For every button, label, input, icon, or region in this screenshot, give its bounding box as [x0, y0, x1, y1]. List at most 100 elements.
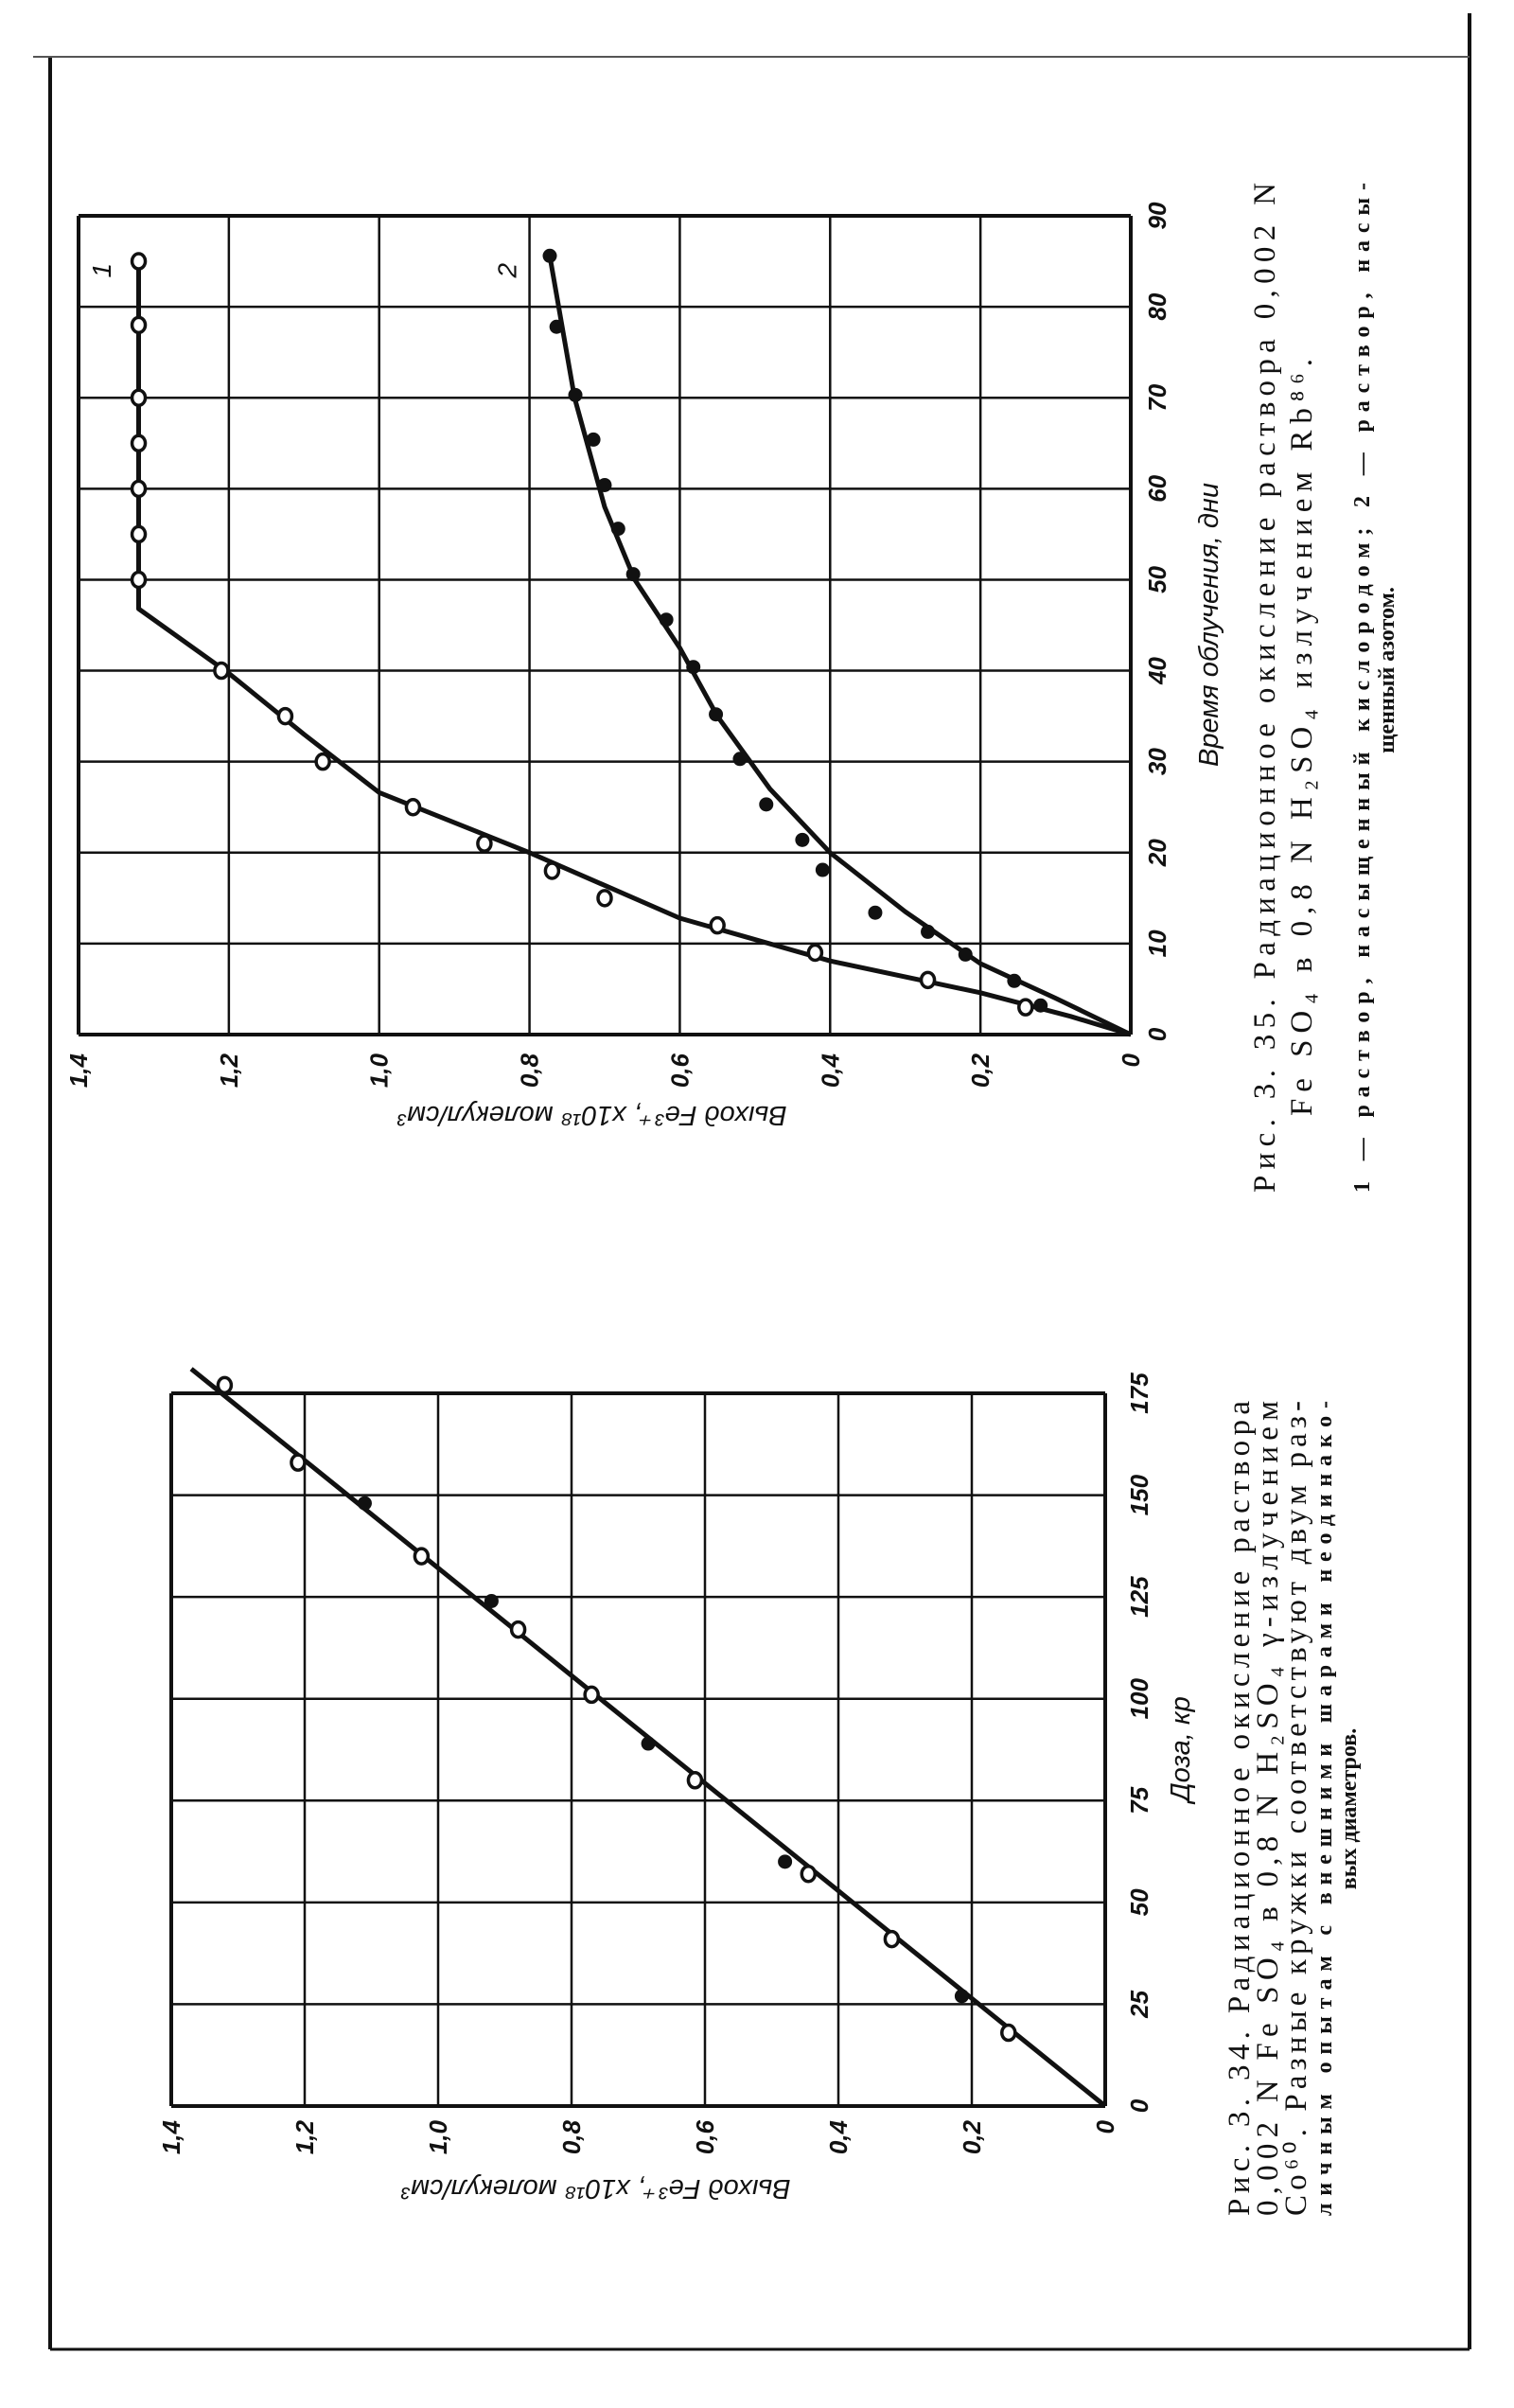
data-point-filled — [625, 567, 641, 582]
y-tick-label: 1,4 — [64, 1053, 93, 1088]
x-tick-label: 125 — [1125, 1576, 1153, 1618]
curve-label: 1 — [87, 263, 116, 278]
x-tick-label: 50 — [1125, 1888, 1153, 1916]
caption-line: 0,002 N Fe SO₄ в 0,8 N H₂SO₄ γ-излучение… — [1251, 1401, 1285, 2216]
data-point-open — [130, 315, 148, 335]
y-tick-label: 0,4 — [816, 1053, 844, 1088]
y-tick-label: 0 — [1117, 1053, 1145, 1067]
data-point-filled — [357, 1496, 372, 1511]
x-tick-label: 0 — [1125, 2098, 1153, 2113]
caption-line: вых диаметров. — [1337, 1728, 1362, 1889]
data-point-filled — [1033, 998, 1048, 1013]
x-axis-label: Время облучения, дни — [1194, 483, 1224, 767]
x-tick-label: 150 — [1125, 1474, 1153, 1515]
data-point-filled — [641, 1736, 656, 1751]
data-point-filled — [815, 862, 830, 877]
data-point-open — [130, 434, 148, 453]
data-point-filled — [868, 905, 883, 920]
x-tick-label: 60 — [1143, 474, 1171, 502]
data-point-open — [1017, 998, 1034, 1017]
caption-line: Fe SO₄ в 0,8 N H₂SO₄ излучением Rb⁸⁶. — [1285, 359, 1319, 1116]
data-point-open — [413, 1547, 431, 1566]
x-tick-label: 90 — [1143, 202, 1171, 229]
data-point-filled — [759, 797, 774, 812]
caption-line: Co⁶⁰. Разные кружки соответствуют двум р… — [1279, 1401, 1313, 2216]
chart-fig-3-34: Доза, кр Выход Fe³⁺, x10¹⁸ молекул/см³ 0… — [157, 1367, 1196, 2204]
caption-line: Рис. 3. 35. Радиационное окисление раств… — [1248, 183, 1282, 1193]
series-curve-2 — [547, 255, 1133, 1037]
x-tick-label: 25 — [1125, 1990, 1153, 2018]
y-tick-label: 0,4 — [824, 2119, 853, 2154]
y-tick-label: 1,4 — [157, 2119, 185, 2154]
data-point-filled — [1007, 973, 1022, 988]
caption-line: личным опытам с внешними шарами неодинак… — [1312, 1401, 1337, 2216]
data-point-open — [596, 889, 613, 908]
data-point-filled — [597, 477, 612, 492]
y-tick-label: 0,2 — [958, 2119, 986, 2154]
x-tick-label: 100 — [1125, 1677, 1153, 1719]
data-point-open — [404, 797, 422, 817]
data-point-filled — [484, 1593, 499, 1608]
y-tick-label: 1,2 — [290, 2119, 319, 2154]
y-axis-label: Выход Fe³⁺, x10¹⁸ молекул/см³ — [396, 1100, 787, 1130]
y-tick-label: 1,2 — [215, 1053, 243, 1088]
data-point-open — [130, 570, 148, 590]
curve-label: 2 — [493, 262, 522, 278]
data-point-open — [883, 1929, 901, 1949]
x-tick-label: 70 — [1143, 383, 1171, 411]
y-tick-label: 0,6 — [691, 2119, 719, 2154]
x-tick-label: 0 — [1143, 1027, 1171, 1041]
data-point-open — [290, 1453, 307, 1472]
data-point-open — [800, 1864, 818, 1884]
caption-line: Рис. 3. 34. Радиационное окисление раств… — [1223, 1401, 1257, 2216]
series-curve-1 — [136, 257, 1132, 1037]
data-point-open — [686, 1771, 704, 1790]
data-point-open — [276, 706, 294, 726]
data-point-filled — [958, 947, 973, 962]
data-point-filled — [686, 660, 701, 675]
data-point-filled — [732, 752, 748, 767]
x-axis-label: Доза, кр — [1166, 1696, 1196, 1804]
caption-line: 1 — раствор, насыщенный кислородом; 2 — … — [1350, 183, 1375, 1193]
x-tick-label: 175 — [1125, 1372, 1153, 1414]
data-point-open — [919, 970, 937, 990]
data-point-filled — [586, 432, 601, 447]
data-point-open — [509, 1620, 527, 1639]
y-tick-label: 0,6 — [665, 1053, 694, 1088]
data-point-filled — [568, 387, 583, 402]
data-point-open — [130, 524, 148, 544]
x-tick-label: 30 — [1143, 748, 1171, 775]
data-point-filled — [795, 832, 810, 847]
caption-line: щенный азотом. — [1375, 587, 1400, 753]
data-point-filled — [954, 1989, 969, 2004]
data-point-open — [583, 1685, 600, 1705]
x-tick-label: 20 — [1143, 839, 1171, 867]
data-point-open — [476, 834, 493, 853]
data-point-open — [1000, 2023, 1017, 2043]
data-point-open — [314, 752, 331, 771]
y-tick-label: 0,8 — [516, 1053, 544, 1088]
chart-fig-3-35: Время облучения, дни Выход Fe³⁺, x10¹⁸ м… — [64, 202, 1224, 1130]
y-tick-label: 0,8 — [557, 2119, 586, 2154]
data-point-open — [130, 479, 148, 499]
page-border — [33, 13, 1471, 2351]
data-point-open — [709, 915, 726, 935]
x-tick-label: 40 — [1143, 657, 1171, 685]
data-point-open — [213, 661, 230, 681]
data-point-filled — [659, 612, 674, 628]
data-point-filled — [542, 248, 557, 263]
data-point-open — [216, 1375, 234, 1395]
data-point-open — [543, 861, 561, 880]
y-tick-label: 0 — [1091, 2119, 1119, 2134]
caption-fig-3-34: Рис. 3. 34. Радиационное окисление раств… — [1223, 1401, 1362, 2216]
data-point-open — [130, 388, 148, 407]
data-point-filled — [709, 707, 724, 722]
x-tick-label: 10 — [1143, 930, 1171, 957]
x-tick-label: 50 — [1143, 565, 1171, 593]
x-tick-label: 80 — [1143, 292, 1171, 320]
data-point-open — [130, 252, 148, 271]
y-axis-label: Выход Fe³⁺, x10¹⁸ молекул/см³ — [400, 2173, 791, 2204]
y-tick-label: 1,0 — [424, 2119, 452, 2154]
